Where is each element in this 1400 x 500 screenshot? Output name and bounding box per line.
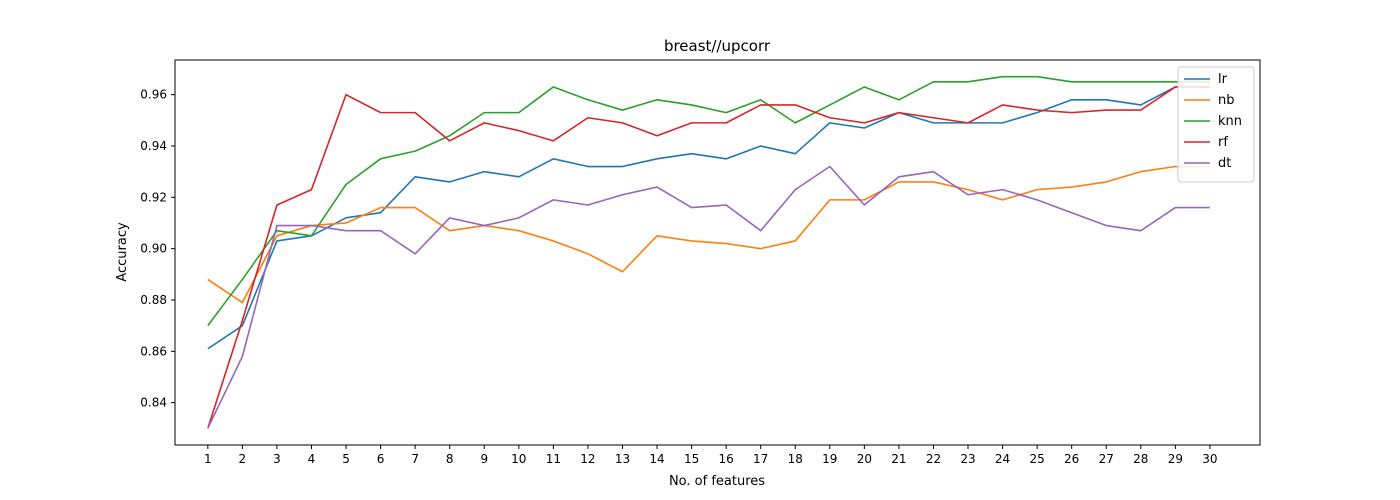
- chart-title: breast//upcorr: [664, 37, 771, 55]
- legend-box: [1177, 66, 1255, 183]
- x-tick-label: 6: [377, 452, 385, 466]
- x-tick-label: 15: [684, 452, 699, 466]
- series-line-knn: [207, 75, 1210, 327]
- series-line-dt: [207, 165, 1210, 429]
- x-tick-label: 19: [822, 452, 837, 466]
- y-tick-label: 0.96: [140, 88, 167, 102]
- x-tick-label: 12: [580, 452, 595, 466]
- legend-label-rf: rf: [1218, 135, 1228, 150]
- x-tick-label: 17: [753, 452, 768, 466]
- y-axis: 0.84 0.86 0.88 0.90 0.92 0.94 0.96: [140, 88, 175, 410]
- x-tick-label: 9: [480, 452, 488, 466]
- x-tick-label: 26: [1064, 452, 1079, 466]
- y-tick-label: 0.86: [140, 344, 167, 358]
- plot-area: [207, 75, 1210, 429]
- x-axis-title: No. of features: [669, 474, 765, 489]
- x-tick-label: 29: [1168, 452, 1183, 466]
- x-axis: 1 2 3 4 5 6 7 8 9 10 11 12 13 14 15 16 17 18 19 20 21 22 23 24 2…: [204, 445, 1218, 466]
- x-tick-label: 28: [1133, 452, 1148, 466]
- y-tick-label: 0.88: [140, 293, 167, 307]
- x-tick-label: 5: [342, 452, 350, 466]
- x-tick-label: 18: [788, 452, 803, 466]
- x-tick-label: 4: [308, 452, 316, 466]
- x-tick-label: 23: [960, 452, 975, 466]
- x-tick-label: 16: [718, 452, 733, 466]
- y-tick-label: 0.84: [140, 396, 167, 410]
- x-tick-label: 30: [1202, 452, 1217, 466]
- x-tick-label: 25: [1029, 452, 1044, 466]
- x-tick-label: 24: [995, 452, 1010, 466]
- legend-label-lr: lr: [1218, 72, 1228, 87]
- x-tick-label: 21: [891, 452, 906, 466]
- x-tick-label: 8: [446, 452, 454, 466]
- x-tick-label: 13: [615, 452, 630, 466]
- plot-frame: [174, 59, 1261, 446]
- x-tick-label: 22: [926, 452, 941, 466]
- legend-label-nb: nb: [1218, 93, 1235, 108]
- legend-label-knn: knn: [1218, 114, 1242, 129]
- x-tick-label: 27: [1099, 452, 1114, 466]
- x-tick-label: 3: [273, 452, 281, 466]
- series-line-rf: [207, 86, 1210, 429]
- legend-label-dt: dt: [1218, 156, 1231, 171]
- y-axis-title: Accuracy: [115, 222, 130, 282]
- x-tick-label: 10: [511, 452, 526, 466]
- y-tick-label: 0.92: [140, 190, 167, 204]
- x-tick-label: 14: [649, 452, 664, 466]
- x-tick-label: 2: [239, 452, 247, 466]
- y-tick-label: 0.94: [140, 139, 167, 153]
- x-tick-label: 20: [857, 452, 872, 466]
- y-tick-label: 0.90: [140, 242, 167, 256]
- series-line-nb: [207, 165, 1210, 304]
- x-tick-label: 11: [546, 452, 561, 466]
- x-tick-label: 1: [204, 452, 212, 466]
- x-tick-label: 7: [411, 452, 419, 466]
- legend: lr nb knn rf dt: [1177, 66, 1255, 183]
